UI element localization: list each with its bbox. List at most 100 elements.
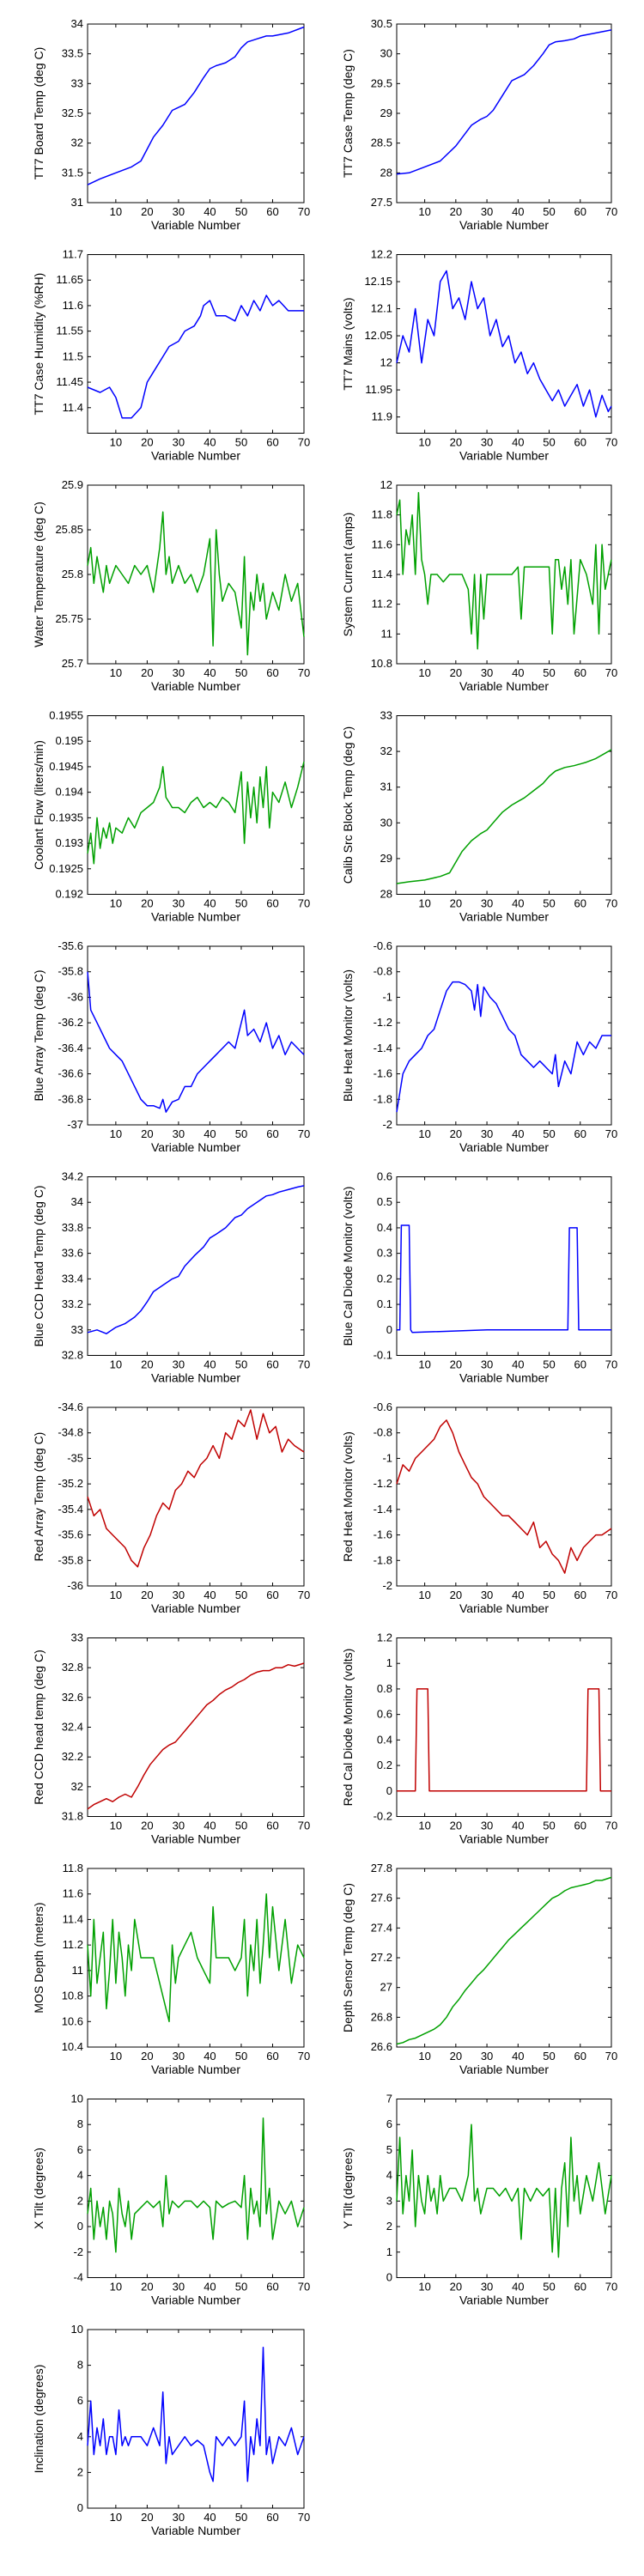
series-line (87, 511, 305, 656)
y-axis-label: TT7 Case Temp (deg C) (341, 49, 355, 178)
y-tick-label: 12 (380, 356, 392, 369)
plot-frame (87, 484, 305, 665)
y-axis-label: Blue Heat Monitor (volts) (341, 969, 355, 1102)
y-axis-label: Red CCD head temp (deg C) (32, 1649, 46, 1805)
plot-frame (87, 1176, 305, 1356)
x-tick-label: 40 (204, 2511, 216, 2524)
x-tick-label: 50 (235, 1358, 247, 1371)
y-tick-label: 1 (386, 2245, 392, 2258)
y-tick-label: 3 (386, 2194, 392, 2207)
x-tick-label: 50 (235, 1589, 247, 1601)
x-tick-label: 50 (235, 205, 247, 218)
y-axis-label: Coolant Flow (liters/min) (32, 740, 46, 870)
y-tick-label: 10 (71, 2323, 83, 2336)
y-tick-label: 0.2 (377, 1759, 392, 1771)
y-tick-label: -35.2 (58, 1477, 83, 1490)
x-tick-label: 30 (173, 666, 185, 679)
x-tick-label: 70 (298, 205, 310, 218)
y-tick-label: 25.9 (62, 478, 83, 491)
x-tick-label: 70 (298, 436, 310, 449)
x-axis-label: Variable Number (459, 1140, 549, 1154)
x-tick-label: 10 (110, 2281, 122, 2293)
y-tick-label: 27.2 (371, 1951, 392, 1964)
y-tick-label: 31.8 (62, 1810, 83, 1823)
x-tick-label: 20 (141, 666, 153, 679)
x-tick-label: 70 (605, 1127, 617, 1140)
x-axis-label: Variable Number (151, 1832, 240, 1846)
y-axis-label: Blue CCD Head Temp (deg C) (32, 1185, 46, 1346)
y-tick-label: -36 (67, 990, 83, 1003)
chart-panel-4: 10 20 30 40 50 60 70 11.9 11.95 12 12.05 12.1 12.15 1… (341, 248, 617, 463)
series-line (396, 1419, 612, 1574)
plot-frame (396, 715, 612, 895)
x-tick-label: 60 (574, 2281, 586, 2293)
x-tick-label: 40 (204, 436, 216, 449)
x-tick-label: 20 (141, 1820, 153, 1832)
x-tick-label: 30 (173, 1589, 185, 1601)
y-tick-label: 11.8 (63, 1862, 83, 1874)
y-tick-label: -4 (73, 2271, 83, 2284)
x-tick-label: 20 (450, 897, 462, 910)
plot-frame (87, 2329, 305, 2509)
y-tick-label: 31 (71, 196, 83, 209)
y-tick-label: 6 (386, 2117, 392, 2130)
x-tick-label: 60 (574, 436, 586, 449)
plot-frame (396, 23, 612, 204)
x-tick-label: 40 (204, 205, 216, 218)
y-axis-label: Depth Sensor Temp (deg C) (341, 1883, 355, 2032)
plot-frame (396, 254, 612, 434)
x-tick-label: 50 (235, 2050, 247, 2063)
x-tick-label: 50 (235, 897, 247, 910)
x-tick-label: 40 (204, 897, 216, 910)
x-tick-label: 30 (173, 205, 185, 218)
x-tick-label: 60 (574, 1820, 586, 1832)
x-tick-label: 70 (298, 897, 310, 910)
x-tick-label: 60 (266, 1358, 278, 1371)
plot-frame (87, 23, 305, 204)
x-tick-label: 10 (110, 1589, 122, 1601)
y-tick-label: 0.6 (377, 1708, 392, 1721)
series-line (397, 1688, 611, 1792)
chart-panel-3: 10 20 30 40 50 60 70 11.4 11.45 11.5 11.55 11.6 11.6… (32, 248, 310, 463)
chart-panel-15: 10 20 30 40 50 60 70 31.8 32 32.2 32.4 32.6 32.8 33 Va… (32, 1631, 310, 1846)
x-tick-label: 40 (204, 1358, 216, 1371)
plot-frame (87, 1637, 305, 1817)
x-tick-label: 50 (543, 897, 555, 910)
y-tick-label: 11.7 (63, 248, 83, 261)
chart-panel-16: 10 20 30 40 50 60 70 -0.2 0 0.2 0.4 0.6 0.8 1 1.2 Varia… (341, 1631, 617, 1846)
y-tick-label: 33.2 (62, 1297, 83, 1310)
y-tick-label: 0.4 (377, 1221, 392, 1234)
x-tick-label: 70 (605, 2050, 617, 2063)
y-tick-label: 10.8 (371, 657, 392, 670)
y-tick-label: 33.4 (62, 1272, 83, 1285)
y-tick-label: 32.2 (62, 1750, 83, 1763)
x-axis-label: Variable Number (459, 449, 549, 463)
x-axis-label: Variable Number (151, 2524, 240, 2537)
y-tick-label: 10.6 (62, 2014, 83, 2027)
chart-panel-13: 10 20 30 40 50 60 70 -36 -35.8 -35.6 -35.4 -35.2 -35… (32, 1400, 310, 1615)
x-tick-label: 30 (481, 897, 493, 910)
plot-frame (396, 1868, 612, 2048)
y-tick-label: 10.8 (62, 1990, 83, 2002)
series-line (397, 1224, 611, 1334)
x-axis-label: Variable Number (151, 679, 240, 693)
y-tick-label: 4 (386, 2169, 392, 2182)
series-line (87, 2347, 305, 2482)
chart-panel-17: 10 20 30 40 50 60 70 10.4 10.6 10.8 11 11.2 11.4 11.6… (32, 1862, 310, 2076)
y-tick-label: 0.1935 (49, 811, 83, 823)
y-tick-label: -2 (382, 1579, 392, 1592)
x-tick-label: 30 (173, 2050, 185, 2063)
x-tick-label: 30 (481, 2281, 493, 2293)
y-tick-label: 0.1955 (49, 709, 83, 722)
chart-panel-2: 10 20 30 40 50 60 70 27.5 28 28.5 29 29.5 30 30.5 Vari… (341, 17, 617, 232)
y-tick-label: 7 (386, 2093, 392, 2105)
y-tick-label: 5 (386, 2143, 392, 2156)
plot-frame (87, 2099, 305, 2278)
y-tick-label: 32 (71, 137, 83, 149)
y-tick-label: 33 (71, 1323, 83, 1336)
x-axis-label: Variable Number (151, 2293, 240, 2307)
x-tick-label: 10 (418, 205, 430, 218)
y-tick-label: 25.8 (62, 568, 83, 580)
x-axis-label: Variable Number (459, 1832, 549, 1846)
